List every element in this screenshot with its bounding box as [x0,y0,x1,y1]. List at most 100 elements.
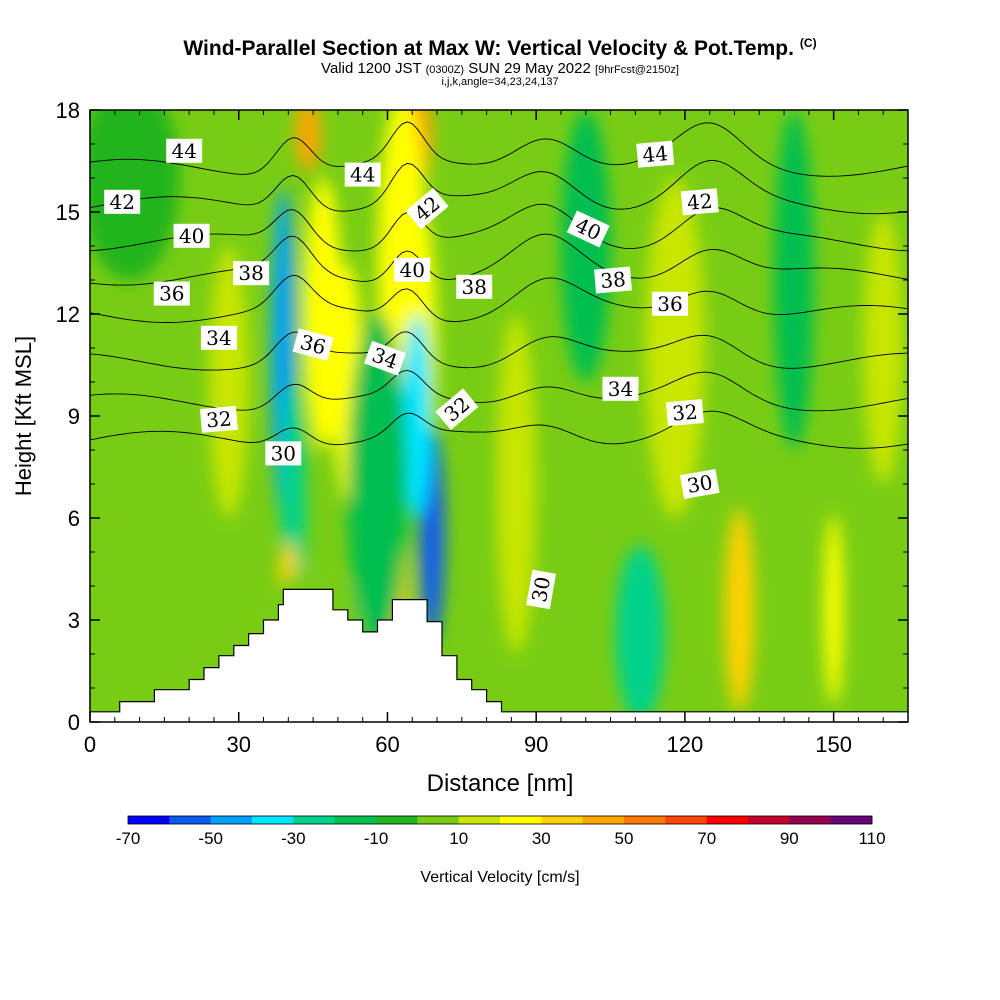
contour-label-box [104,189,141,214]
theta-contour-40 [90,203,908,252]
colorbar-tick-label: -10 [364,829,389,848]
velocity-cell-13 [496,314,537,654]
contour-label: 38 [456,274,493,299]
contour-label-text: 44 [350,163,375,187]
contour-label: 30 [679,469,720,499]
contour-label-text: 40 [179,224,204,248]
colorbar-segment [500,816,542,824]
contour-label-box [680,188,719,216]
contour-label: 42 [104,189,141,214]
contour-label-text: 32 [205,406,232,432]
colorbar-segment [334,816,377,824]
colorbar-segment [376,816,418,824]
chart-title-text: Wind-Parallel Section at Max W: Vertical… [183,37,794,60]
y-axis-label: Height [Kft MSL] [11,336,36,496]
contour-label-box [405,187,449,230]
theta-contour-36 [90,274,908,323]
contour-label-box [153,281,190,306]
theta-contour-42 [90,160,908,215]
colorbar-segment [458,816,501,824]
velocity-cell-0 [295,110,321,172]
contour-label: 32 [665,399,704,427]
contour-label-box [363,340,407,376]
y-tick-label: 18 [56,98,80,123]
colorbar-segment [706,816,749,824]
grid-indices: i,j,k,angle=34,23,24,137 [441,76,559,88]
title-copyright-mark: (C) [799,36,817,50]
contour-label-text: 36 [159,282,184,306]
valid-zulu: (0300Z) [425,64,465,76]
contour-label-text: 38 [599,267,626,293]
contour-label-box [526,569,557,610]
valid-time: Valid 1200 JST [321,60,422,77]
contour-label-text: 36 [657,292,682,316]
contour-label-box [292,328,334,361]
colorbar-tick-label: 70 [697,829,716,848]
contour-label: 34 [602,376,639,401]
colorbar-tick-label: 10 [449,829,468,848]
contour-label: 30 [526,569,557,610]
colorbar-tick-label: -70 [116,829,141,848]
colorbar-tick-label: 50 [615,829,634,848]
colorbar-tick-label: -50 [198,829,223,848]
terrain-outline [90,588,908,713]
contour-label-text: 34 [608,377,633,401]
contour-label: 36 [652,291,688,316]
colorbar-segment [417,816,459,824]
velocity-cell-15 [615,545,666,722]
x-tick-label: 30 [226,732,250,757]
velocity-cell-16 [645,178,705,518]
colorbar-segment [210,816,253,824]
colorbar-segment [169,816,211,824]
contour-label: 44 [166,138,203,163]
velocity-cell-22 [560,110,611,382]
theta-contour-44 [90,121,908,177]
theta-contour-30 [90,410,908,449]
valid-date: SUN 29 May 2022 [468,60,591,77]
contour-label: 40 [173,223,210,248]
velocity-cell-19 [863,212,904,484]
colorbar-segment [789,816,831,824]
theta-contour-34 [90,331,908,371]
colorbar-segment [665,816,707,824]
contour-label-box [594,266,632,294]
colorbar-tick-label: 90 [780,829,799,848]
colorbar-segment [541,816,583,824]
x-tick-label: 120 [667,732,704,757]
contour-label-box [344,162,381,187]
chart-subtitle: Valid 1200 JST (0300Z) SUN 29 May 2022 [… [0,60,1000,77]
colorbar-tick-label: 110 [858,829,885,848]
colorbar-label: Vertical Velocity [cm/s] [420,869,579,886]
contour-label: 32 [199,405,238,433]
contour-label: 34 [200,325,237,350]
x-tick-label: 90 [524,732,548,757]
y-tick-label: 15 [56,200,80,225]
contour-label-text: 40 [399,258,424,282]
forecast-info: [9hrFcst@2150z] [595,64,679,76]
contour-label-box [566,210,610,248]
potential-temperature-contours [90,121,908,449]
contour-label-text: 42 [686,189,713,215]
velocity-cell-17 [724,507,755,712]
colorbar-segment [748,816,790,824]
colorbar-segment [252,816,294,824]
contour-label-text: 44 [641,141,668,167]
y-tick-label: 12 [56,302,80,327]
colorbar-frame [127,815,873,825]
contour-label-box [173,223,210,248]
contour-label: 42 [680,188,719,216]
contour-label: 30 [265,441,302,466]
colorbar: -70 -50 -30 -10 10 30 50 70 90 110 [116,815,886,848]
contour-label: 38 [233,261,270,286]
velocity-cell-21 [774,110,814,450]
contour-label-text: 38 [461,275,486,299]
terrain-profile [90,589,908,722]
y-tick-label: 9 [68,404,80,429]
colorbar-segment [624,816,666,824]
x-tick-label: 60 [375,732,399,757]
contour-label-box [200,325,237,350]
contour-label-box [166,138,203,163]
x-axis-label: Distance [nm] [427,770,574,797]
contour-label: 34 [363,340,407,376]
